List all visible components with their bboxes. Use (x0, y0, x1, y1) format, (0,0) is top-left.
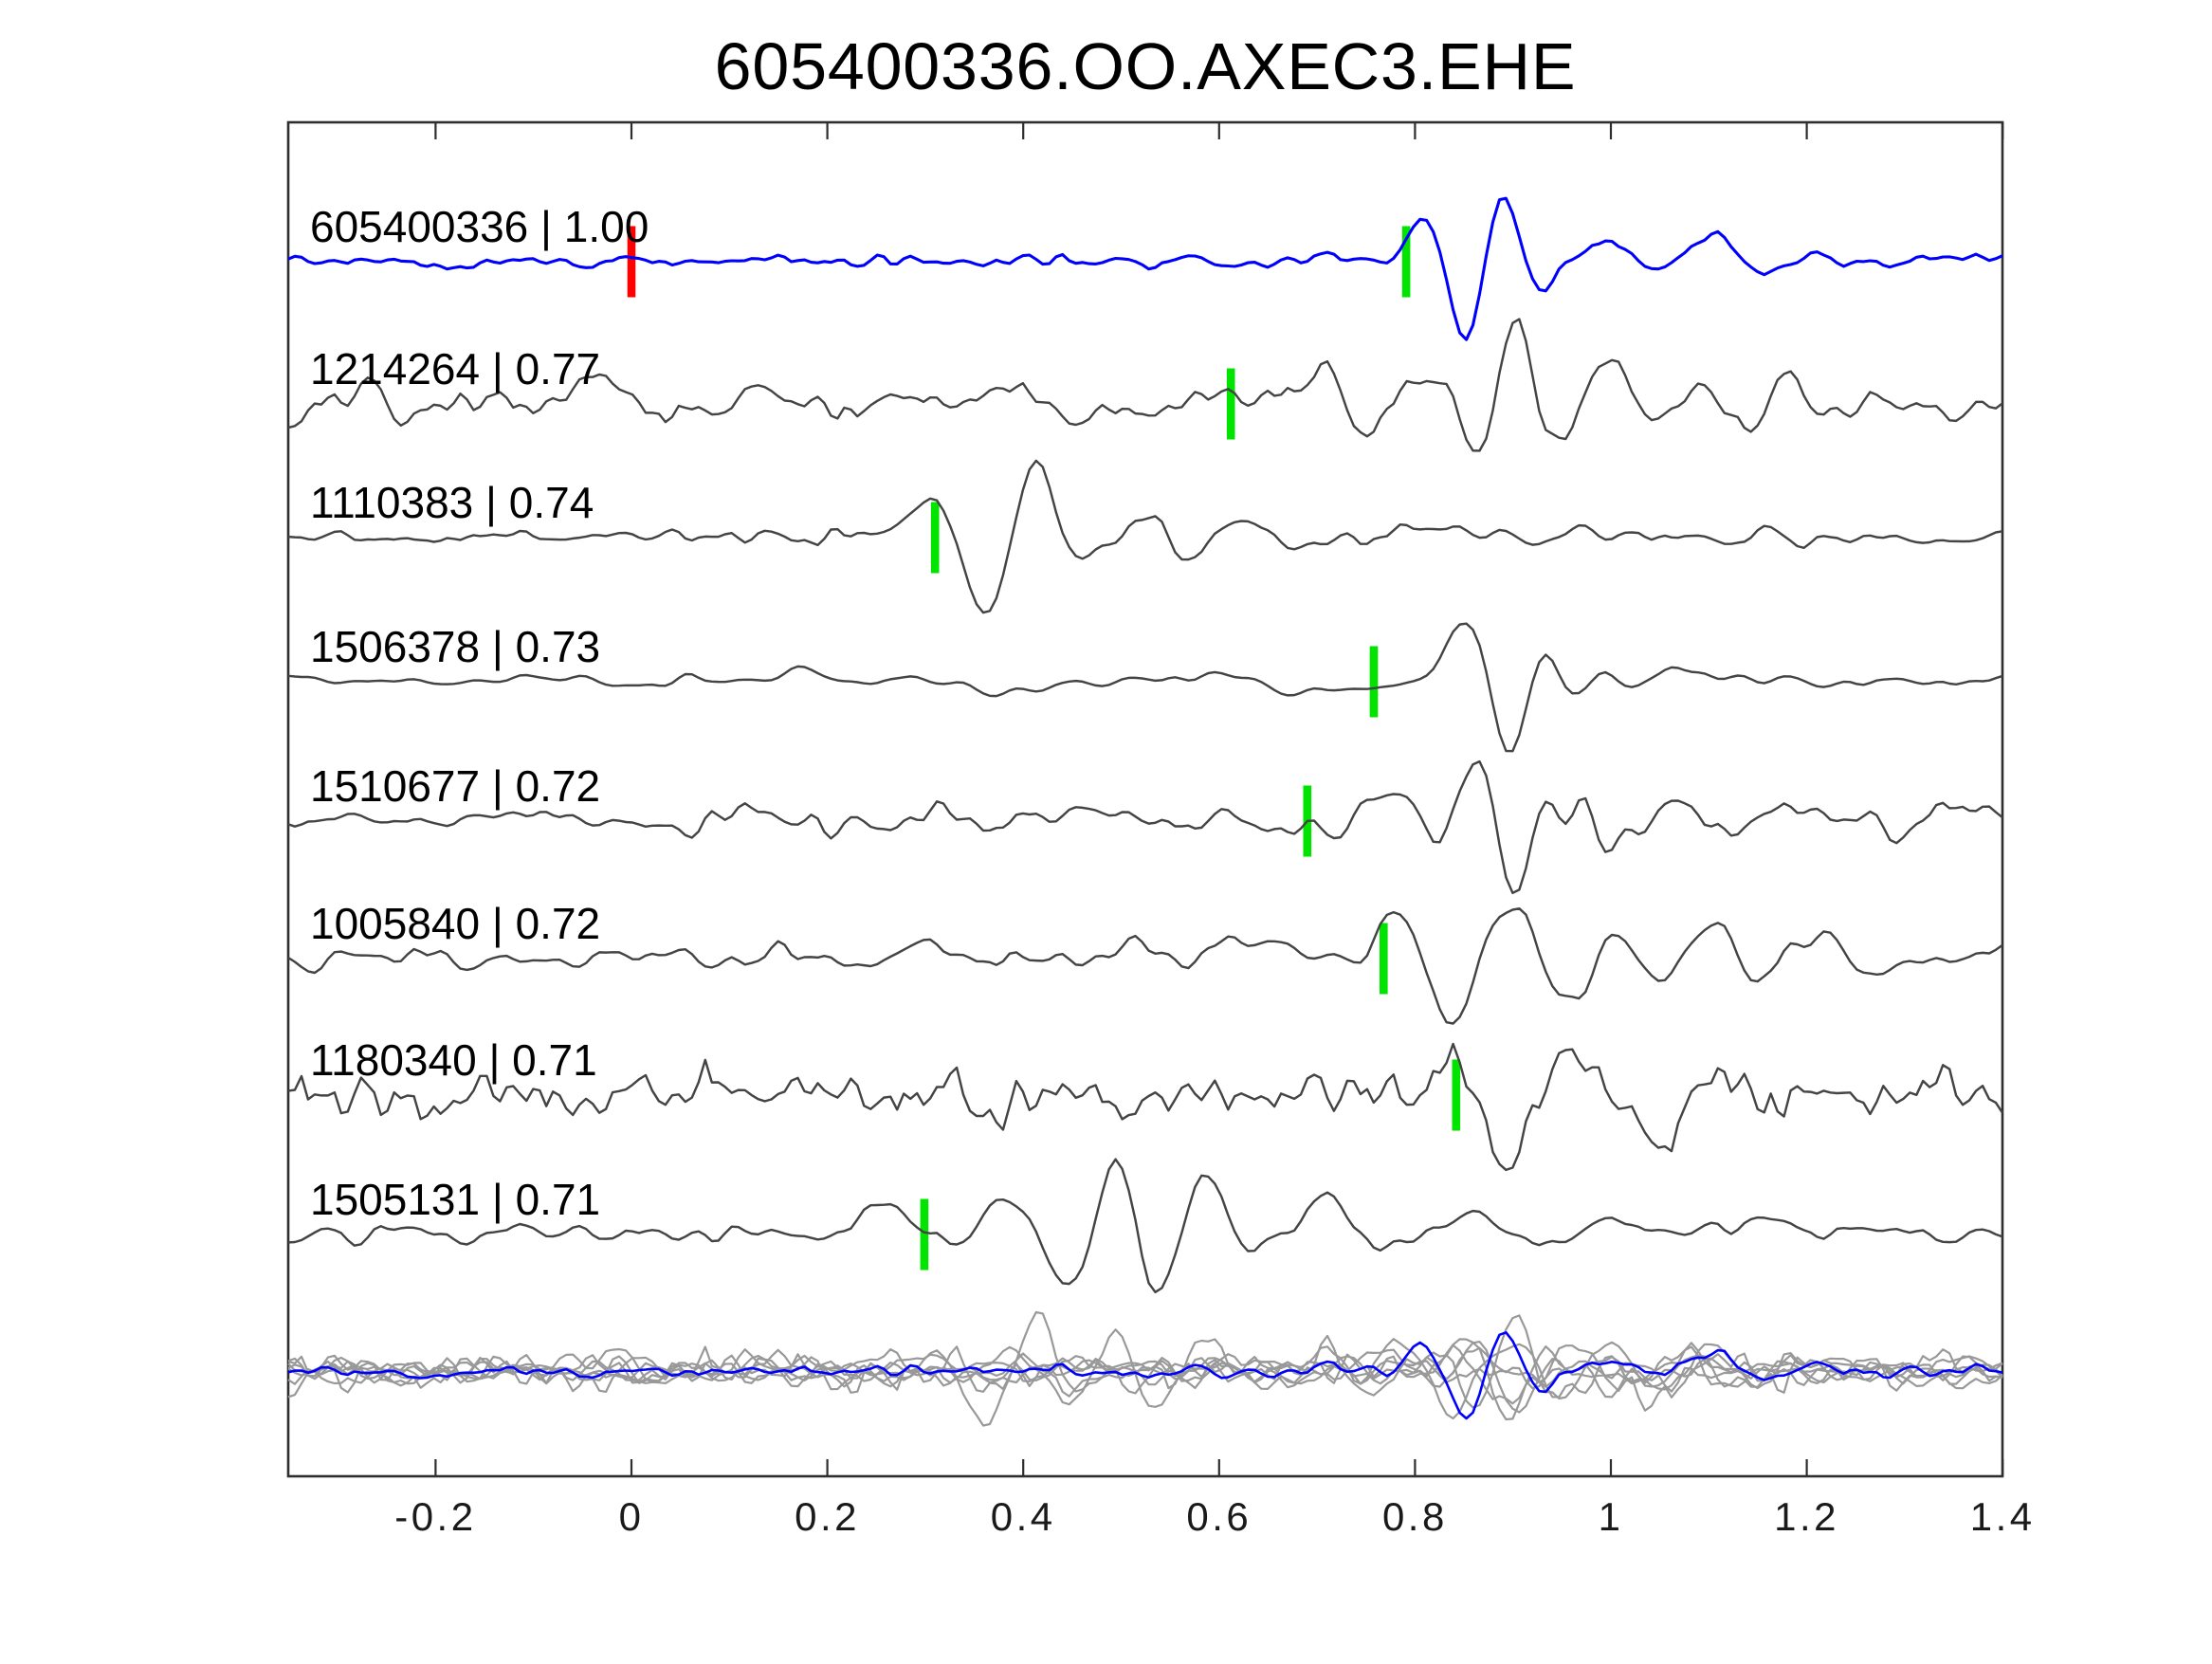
svg-text:1: 1 (1599, 1494, 1624, 1539)
svg-text:605400336.OO.AXEC3.EHE: 605400336.OO.AXEC3.EHE (715, 29, 1577, 103)
svg-text:1505131 | 0.71: 1505131 | 0.71 (310, 1175, 600, 1224)
svg-text:1180340 | 0.71: 1180340 | 0.71 (310, 1035, 597, 1085)
svg-text:1214264 | 0.77: 1214264 | 0.77 (310, 344, 600, 393)
svg-text:1506378 | 0.73: 1506378 | 0.73 (310, 622, 600, 671)
svg-text:1110383 | 0.74: 1110383 | 0.74 (310, 478, 594, 527)
svg-text:0.8: 0.8 (1382, 1494, 1448, 1539)
svg-text:1.4: 1.4 (1970, 1494, 2036, 1539)
svg-text:605400336 | 1.00: 605400336 | 1.00 (310, 202, 649, 251)
svg-text:1005840 | 0.72: 1005840 | 0.72 (310, 899, 600, 948)
svg-text:0.4: 0.4 (991, 1494, 1056, 1539)
svg-text:0.6: 0.6 (1186, 1494, 1252, 1539)
svg-text:0: 0 (619, 1494, 645, 1539)
svg-text:1510677 | 0.72: 1510677 | 0.72 (310, 761, 600, 811)
svg-text:1.2: 1.2 (1774, 1494, 1839, 1539)
svg-text:0.2: 0.2 (795, 1494, 860, 1539)
svg-text:-0.2: -0.2 (394, 1494, 476, 1539)
